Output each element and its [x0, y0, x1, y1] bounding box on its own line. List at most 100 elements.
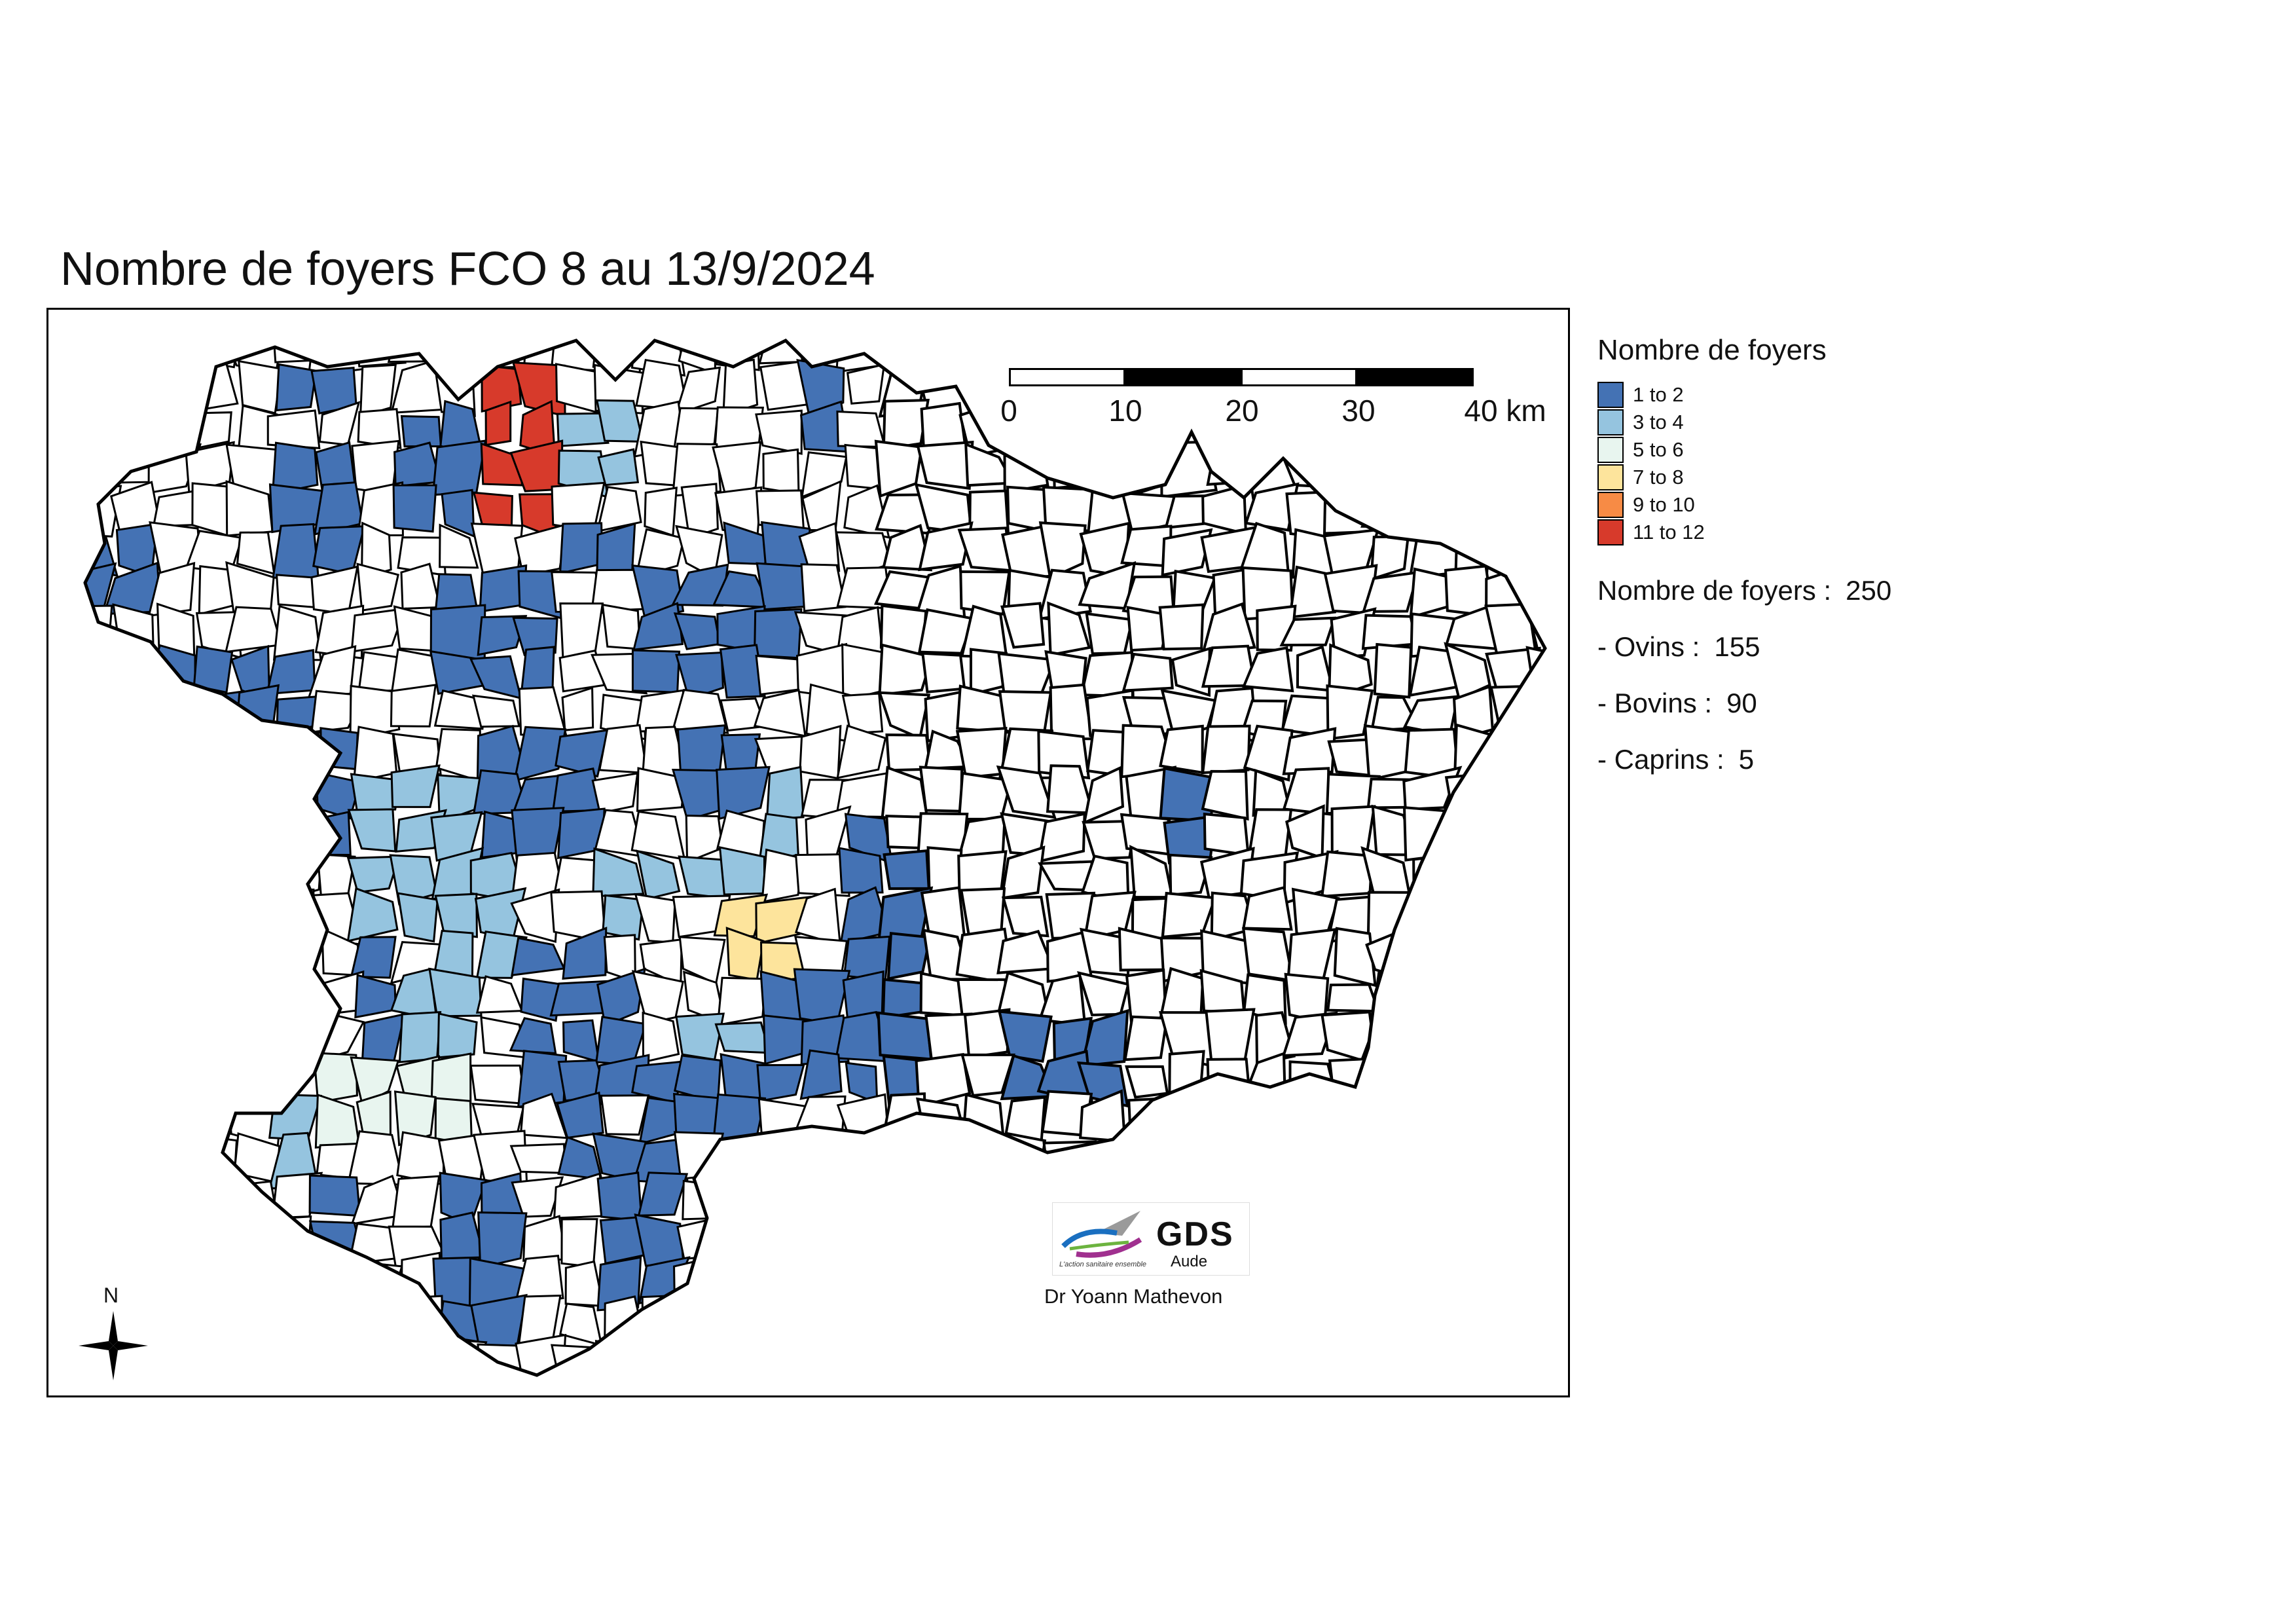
- commune: [836, 724, 887, 779]
- commune: [147, 562, 196, 618]
- commune: [280, 1343, 320, 1375]
- commune: [1120, 1388, 1176, 1426]
- legend-swatch: [1597, 492, 1624, 518]
- commune: [151, 891, 203, 938]
- legend-label: 7 to 8: [1633, 466, 1684, 489]
- commune: [85, 1217, 115, 1267]
- commune: [1484, 1175, 1539, 1227]
- commune: [1373, 642, 1413, 699]
- commune: [555, 729, 610, 778]
- commune: [1206, 1058, 1252, 1108]
- commune: [919, 766, 964, 813]
- commune: [146, 341, 196, 376]
- legend-label: 5 to 6: [1633, 438, 1684, 461]
- commune: [756, 1063, 805, 1102]
- commune: [85, 895, 109, 937]
- commune: [672, 689, 729, 734]
- commune: [883, 849, 930, 891]
- commune: [310, 811, 352, 856]
- commune: [1527, 341, 1545, 375]
- scale-tick-30: 30: [1341, 394, 1376, 428]
- commune: [1445, 969, 1491, 1015]
- commune: [516, 1377, 563, 1431]
- commune: [839, 1260, 884, 1295]
- legend-title: Nombre de foyers: [1597, 334, 1827, 366]
- commune: [807, 1299, 850, 1344]
- commune: [1086, 341, 1133, 372]
- commune: [1326, 983, 1381, 1013]
- commune: [153, 975, 204, 1023]
- commune: [1161, 891, 1217, 938]
- commune: [266, 409, 321, 449]
- commune: [674, 366, 721, 416]
- commune: [881, 1376, 924, 1419]
- commune: [999, 1336, 1055, 1375]
- commune: [1158, 603, 1205, 651]
- commune: [1201, 769, 1249, 821]
- commune: [274, 977, 308, 1027]
- commune: [112, 809, 157, 855]
- commune: [357, 1378, 395, 1426]
- stat-ovins: - Ovins : 155: [1597, 631, 2252, 663]
- commune: [598, 724, 648, 775]
- commune: [637, 1172, 689, 1217]
- commune: [1247, 808, 1293, 862]
- commune: [1448, 814, 1502, 864]
- commune: [762, 448, 800, 495]
- commune: [1490, 773, 1538, 817]
- commune: [719, 644, 766, 699]
- commune: [1524, 1295, 1545, 1346]
- commune: [85, 805, 119, 861]
- commune: [1447, 1376, 1495, 1420]
- commune: [396, 1380, 441, 1424]
- commune: [1201, 1342, 1258, 1375]
- commune: [846, 363, 886, 405]
- commune: [966, 341, 1014, 378]
- commune: [85, 1054, 111, 1106]
- commune: [429, 604, 486, 660]
- commune: [267, 731, 323, 769]
- commune: [1525, 646, 1545, 701]
- commune: [85, 771, 111, 822]
- commune: [1125, 1130, 1171, 1178]
- commune: [267, 1215, 312, 1266]
- commune: [1328, 1388, 1371, 1427]
- legend-swatch: [1597, 382, 1624, 408]
- commune: [390, 764, 441, 808]
- commune: [85, 1104, 117, 1136]
- legend-swatch: [1597, 519, 1624, 545]
- commune: [1127, 1096, 1175, 1149]
- commune: [234, 1336, 285, 1375]
- commune: [796, 359, 845, 417]
- commune: [1493, 724, 1542, 780]
- commune: [1167, 1306, 1215, 1346]
- commune: [631, 649, 681, 693]
- commune: [196, 1174, 242, 1223]
- commune: [1409, 567, 1451, 619]
- commune: [877, 1292, 930, 1349]
- commune: [231, 970, 278, 1021]
- commune: [711, 1341, 762, 1375]
- commune: [156, 684, 195, 742]
- commune: [1412, 403, 1462, 445]
- commune: [793, 1252, 844, 1306]
- commune: [1285, 804, 1325, 860]
- commune: [727, 1179, 765, 1223]
- gds-logo: GDS Aude L'action sanitaire ensemble: [1052, 1202, 1250, 1276]
- commune: [1405, 483, 1451, 531]
- commune: [1118, 1335, 1177, 1375]
- commune: [184, 1338, 242, 1375]
- commune: [1361, 614, 1418, 650]
- commune: [1531, 1212, 1545, 1264]
- commune: [874, 439, 924, 498]
- commune: [107, 341, 162, 369]
- commune: [1361, 1225, 1422, 1263]
- commune: [1088, 1137, 1129, 1185]
- commune: [350, 936, 397, 979]
- legend-item: 1 to 2: [1597, 381, 2252, 409]
- commune: [232, 735, 278, 770]
- commune: [718, 846, 766, 896]
- commune: [672, 443, 722, 497]
- commune: [1281, 406, 1339, 457]
- commune: [600, 1094, 650, 1136]
